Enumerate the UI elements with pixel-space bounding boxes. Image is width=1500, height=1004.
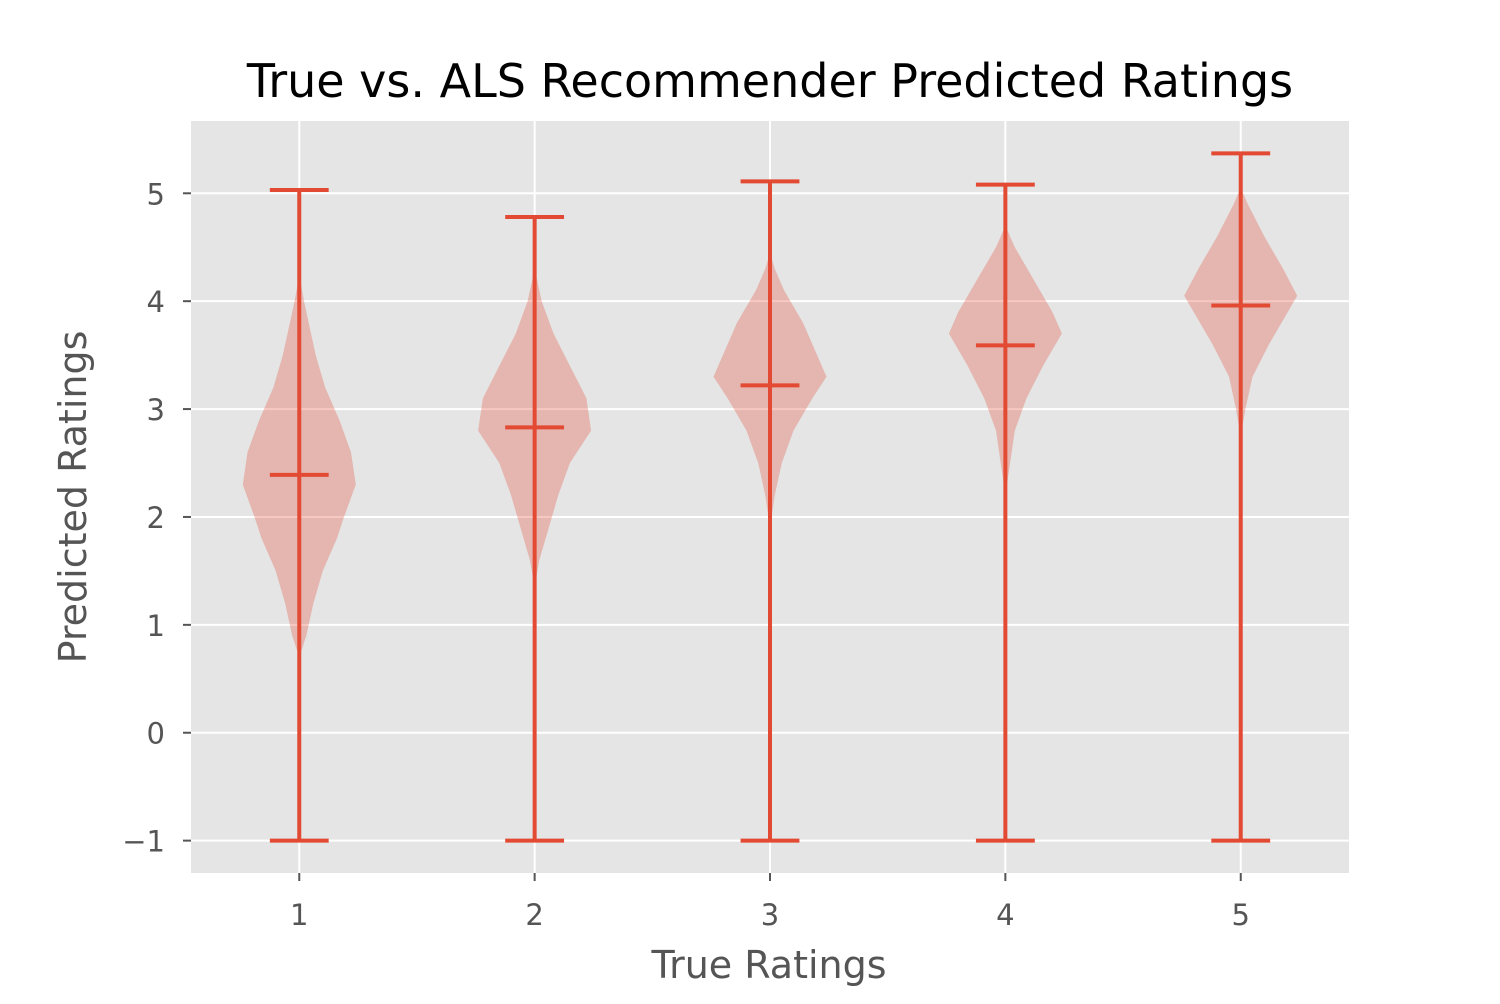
chart-title: True vs. ALS Recommender Predicted Ratin… xyxy=(246,54,1293,108)
x-tick-label: 5 xyxy=(1232,898,1250,932)
y-tick-label: −1 xyxy=(122,825,165,859)
x-axis-label: True Ratings xyxy=(650,943,886,987)
y-tick-label: 1 xyxy=(147,609,165,643)
y-tick-label: 4 xyxy=(147,285,165,319)
y-tick-label: 0 xyxy=(147,717,165,751)
y-tick-label: 3 xyxy=(147,393,165,427)
x-tick-label: 4 xyxy=(996,898,1014,932)
x-tick-label: 3 xyxy=(761,898,779,932)
x-tick-label: 2 xyxy=(525,898,543,932)
y-axis-label: Predicted Ratings xyxy=(51,331,95,664)
y-tick-label: 5 xyxy=(147,177,165,211)
violin-statistics-lines xyxy=(269,151,1271,843)
axis-ticks: 1 2 3 4 5 −1 0 1 2 3 4 5 xyxy=(122,177,1250,932)
y-tick-label: 2 xyxy=(147,501,165,535)
x-tick-label: 1 xyxy=(290,898,308,932)
